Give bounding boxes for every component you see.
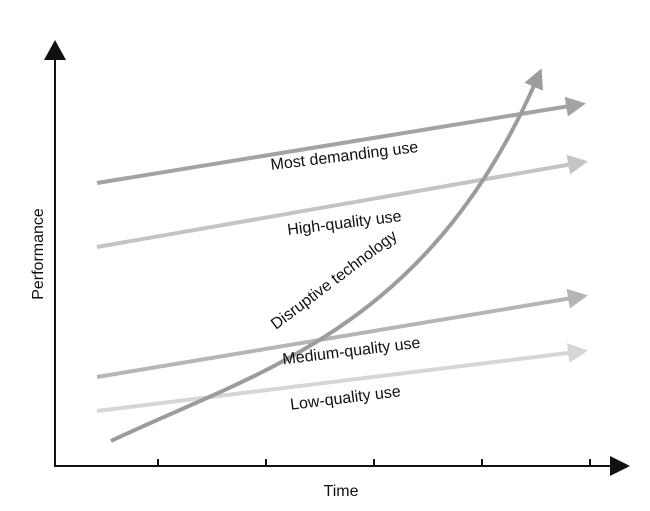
market-trajectories [96, 96, 588, 413]
trajectory-low-quality [96, 343, 588, 413]
x-axis-label: Time [324, 483, 359, 500]
trajectory-high-quality [96, 154, 588, 249]
trajectory-medium-quality [96, 288, 588, 379]
trajectory-most-demanding [96, 96, 586, 185]
x-axis-arrowhead [610, 456, 630, 476]
label-low-quality: Low-quality use [289, 383, 402, 413]
y-axis-label: Performance [30, 208, 47, 300]
label-disruptive-technology: Disruptive technology [268, 228, 400, 334]
label-medium-quality: Medium-quality use [282, 335, 422, 369]
y-axis-arrowhead [44, 40, 66, 60]
disruptive-technology-curve [110, 68, 543, 443]
axes [44, 40, 630, 476]
